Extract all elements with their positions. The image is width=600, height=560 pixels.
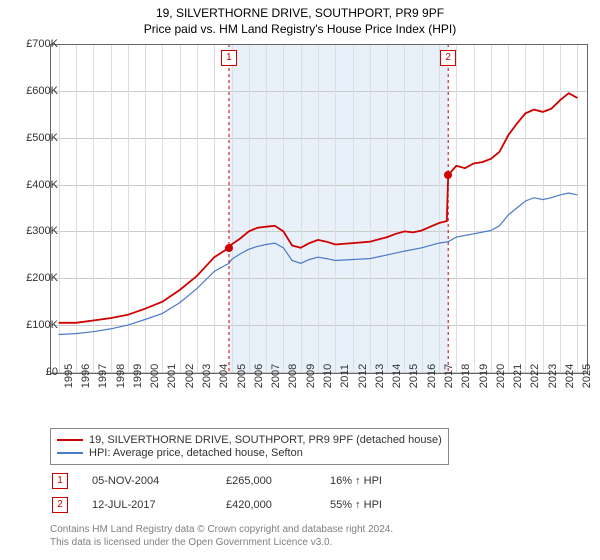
x-tick-label: 2004 (218, 364, 230, 388)
x-tick-label: 2015 (408, 364, 420, 388)
chart-area: 12 (50, 44, 586, 372)
legend-swatch-hpi (57, 452, 83, 454)
series-line-property (59, 93, 578, 323)
x-tick-label: 2021 (512, 364, 524, 388)
sale-date: 05-NOV-2004 (92, 475, 202, 487)
x-tick-label: 2014 (391, 364, 403, 388)
sale-row: 2 12-JUL-2017 £420,000 55% ↑ HPI (50, 497, 586, 513)
y-tick-label: £600K (26, 85, 58, 97)
sale-price: £265,000 (226, 475, 306, 487)
y-tick-label: £400K (26, 179, 58, 191)
y-tick-label: £700K (26, 38, 58, 50)
legend-swatch-property (57, 439, 83, 441)
legend-area: 19, SILVERTHORNE DRIVE, SOUTHPORT, PR9 9… (50, 428, 586, 549)
sale-row-marker: 2 (52, 497, 68, 513)
x-tick-label: 2000 (149, 364, 161, 388)
x-tick-label: 2011 (339, 364, 351, 388)
sale-row: 1 05-NOV-2004 £265,000 16% ↑ HPI (50, 473, 586, 489)
x-tick-label: 2001 (166, 364, 178, 388)
sales-rows: 1 05-NOV-2004 £265,000 16% ↑ HPI 2 12-JUL-201… (50, 473, 586, 513)
legend-label-property: 19, SILVERTHORNE DRIVE, SOUTHPORT, PR9 9… (89, 434, 442, 446)
sale-dot (225, 244, 233, 252)
chart-lines-svg (50, 44, 586, 372)
x-tick-label: 2025 (581, 364, 593, 388)
x-tick-label: 2012 (357, 364, 369, 388)
sale-dot (444, 171, 452, 179)
x-tick-label: 2019 (478, 364, 490, 388)
footer: Contains HM Land Registry data © Crown c… (50, 523, 586, 549)
x-tick-label: 1997 (97, 364, 109, 388)
y-tick-label: £0 (46, 366, 58, 378)
footer-line2: This data is licensed under the Open Gov… (50, 536, 586, 549)
series-line-hpi (59, 193, 578, 335)
x-tick-label: 2018 (460, 364, 472, 388)
x-tick-label: 2022 (529, 364, 541, 388)
sale-date: 12-JUL-2017 (92, 499, 202, 511)
x-tick-label: 2006 (253, 364, 265, 388)
x-tick-label: 2002 (184, 364, 196, 388)
sale-marker-box: 1 (221, 50, 237, 66)
y-tick-label: £100K (26, 319, 58, 331)
chart-subtitle: Price paid vs. HM Land Registry's House … (0, 20, 600, 40)
x-tick-label: 2017 (443, 364, 455, 388)
x-tick-label: 2024 (564, 364, 576, 388)
legend-row-hpi: HPI: Average price, detached house, Seft… (57, 447, 442, 459)
sale-price: £420,000 (226, 499, 306, 511)
x-tick-label: 2008 (287, 364, 299, 388)
legend-row-property: 19, SILVERTHORNE DRIVE, SOUTHPORT, PR9 9… (57, 434, 442, 446)
x-tick-label: 1998 (115, 364, 127, 388)
y-tick-label: £300K (26, 225, 58, 237)
chart-container: 19, SILVERTHORNE DRIVE, SOUTHPORT, PR9 9… (0, 0, 600, 560)
sale-delta: 16% ↑ HPI (330, 475, 382, 487)
y-tick-label: £500K (26, 132, 58, 144)
y-tick-label: £200K (26, 272, 58, 284)
chart-title: 19, SILVERTHORNE DRIVE, SOUTHPORT, PR9 9… (0, 0, 600, 20)
x-tick-label: 1996 (80, 364, 92, 388)
x-tick-label: 2003 (201, 364, 213, 388)
footer-line1: Contains HM Land Registry data © Crown c… (50, 523, 586, 536)
x-tick-label: 2009 (305, 364, 317, 388)
x-tick-label: 2023 (547, 364, 559, 388)
legend-box: 19, SILVERTHORNE DRIVE, SOUTHPORT, PR9 9… (50, 428, 449, 465)
x-tick-label: 2010 (322, 364, 334, 388)
x-tick-label: 1999 (132, 364, 144, 388)
sale-row-marker: 1 (52, 473, 68, 489)
x-tick-label: 2013 (374, 364, 386, 388)
sale-marker-box: 2 (440, 50, 456, 66)
x-tick-label: 2007 (270, 364, 282, 388)
x-tick-label: 2020 (495, 364, 507, 388)
x-tick-label: 2016 (426, 364, 438, 388)
sale-delta: 55% ↑ HPI (330, 499, 382, 511)
x-tick-label: 1995 (63, 364, 75, 388)
x-tick-label: 2005 (236, 364, 248, 388)
legend-label-hpi: HPI: Average price, detached house, Seft… (89, 447, 303, 459)
